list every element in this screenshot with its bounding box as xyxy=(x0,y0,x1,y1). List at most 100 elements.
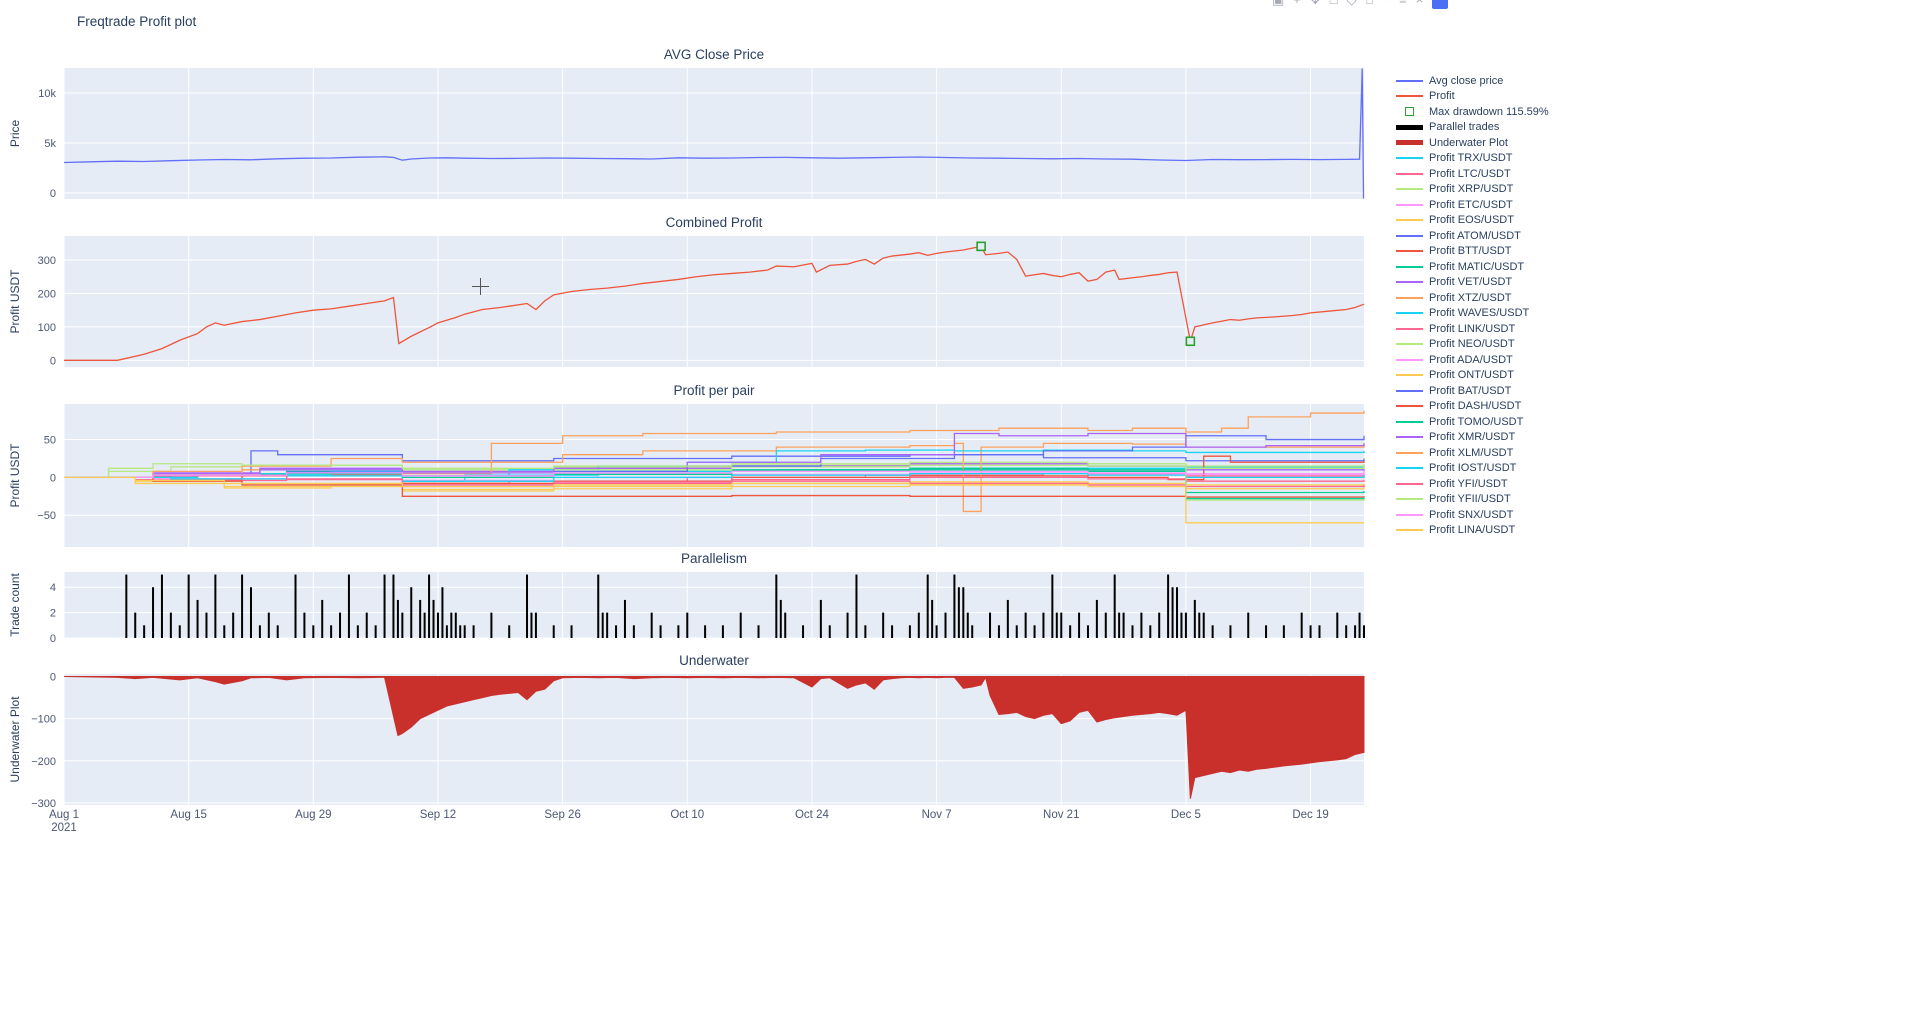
modebar-zoom-in-button[interactable]: ⌂ xyxy=(1366,0,1374,9)
legend-item[interactable]: Profit WAVES/USDT xyxy=(1396,306,1566,322)
legend-item[interactable]: Profit MATIC/USDT xyxy=(1396,259,1566,275)
legend-line-swatch-icon xyxy=(1396,436,1423,439)
legend-item[interactable]: Profit BAT/USDT xyxy=(1396,383,1566,399)
legend-item[interactable]: Profit LINK/USDT xyxy=(1396,321,1566,337)
legend-label: Max drawdown 115.59% xyxy=(1429,105,1549,118)
modebar-lasso-select-button[interactable]: ◇ xyxy=(1347,0,1357,9)
legend-label: Profit XRP/USDT xyxy=(1429,183,1514,196)
plotly-logo-icon[interactable] xyxy=(1432,0,1449,9)
legend-item[interactable]: Profit VET/USDT xyxy=(1396,275,1566,291)
legend-item[interactable]: Profit NEO/USDT xyxy=(1396,337,1566,353)
svg-text:0: 0 xyxy=(50,188,56,200)
legend-line-swatch-icon xyxy=(1396,451,1423,454)
legend-item[interactable]: Profit LTC/USDT xyxy=(1396,166,1566,182)
legend-line-swatch-icon xyxy=(1396,124,1423,130)
svg-text:Aug 1: Aug 1 xyxy=(49,809,79,821)
legend-item[interactable]: Profit ONT/USDT xyxy=(1396,368,1566,384)
legend-line-swatch-icon xyxy=(1396,343,1423,346)
svg-text:Profit USDT: Profit USDT xyxy=(8,269,22,334)
legend-label: Underwater Plot xyxy=(1429,136,1508,149)
legend-label: Profit IOST/USDT xyxy=(1429,462,1517,475)
svg-text:200: 200 xyxy=(38,288,56,300)
legend-item[interactable]: Profit SNX/USDT xyxy=(1396,507,1566,523)
svg-text:AVG Close Price: AVG Close Price xyxy=(664,47,764,62)
legend-label: Profit LTC/USDT xyxy=(1429,167,1511,180)
legend-label: Profit SNX/USDT xyxy=(1429,508,1514,521)
legend-item[interactable]: Profit XLM/USDT xyxy=(1396,445,1566,461)
svg-text:Nov 21: Nov 21 xyxy=(1043,809,1079,821)
legend-label: Profit YFII/USDT xyxy=(1429,493,1511,506)
legend-item[interactable]: Profit ETC/USDT xyxy=(1396,197,1566,213)
legend-label: Profit ETC/USDT xyxy=(1429,198,1513,211)
legend-line-swatch-icon xyxy=(1396,140,1423,146)
svg-text:Oct 24: Oct 24 xyxy=(795,809,829,821)
legend-line-swatch-icon xyxy=(1396,157,1423,160)
legend-line-swatch-icon xyxy=(1396,188,1423,191)
legend-line-swatch-icon xyxy=(1396,312,1423,315)
modebar-zoom-out-button[interactable]: − xyxy=(1383,0,1391,9)
svg-text:2021: 2021 xyxy=(51,822,77,834)
legend-item[interactable]: Profit ATOM/USDT xyxy=(1396,228,1566,244)
legend-item[interactable]: Profit IOST/USDT xyxy=(1396,461,1566,477)
legend-line-swatch-icon xyxy=(1396,327,1423,330)
svg-text:−100: −100 xyxy=(31,714,56,726)
legend-line-swatch-icon xyxy=(1396,498,1423,501)
modebar-pan-button[interactable]: ✥ xyxy=(1310,0,1321,9)
legend-item[interactable]: Profit DASH/USDT xyxy=(1396,399,1566,415)
legend-label: Avg close price xyxy=(1429,74,1504,87)
legend-line-swatch-icon xyxy=(1396,219,1423,222)
legend-item[interactable]: Profit YFI/USDT xyxy=(1396,476,1566,492)
legend-item[interactable]: Profit YFII/USDT xyxy=(1396,492,1566,508)
svg-text:2: 2 xyxy=(50,608,56,620)
legend-item[interactable]: Parallel trades xyxy=(1396,120,1566,136)
legend-item[interactable]: Profit XMR/USDT xyxy=(1396,430,1566,446)
modebar-download-png-button[interactable]: ▣ xyxy=(1272,0,1284,9)
modebar-box-select-button[interactable]: □ xyxy=(1330,0,1338,9)
svg-text:Underwater: Underwater xyxy=(679,653,749,668)
modebar-autoscale-button[interactable]: ≡ xyxy=(1399,0,1407,9)
legend-item[interactable]: Profit xyxy=(1396,89,1566,105)
legend-item[interactable]: Profit BTT/USDT xyxy=(1396,244,1566,260)
legend-label: Profit xyxy=(1429,90,1455,103)
svg-text:Trade count: Trade count xyxy=(8,573,22,637)
svg-text:5k: 5k xyxy=(44,138,56,150)
svg-text:4: 4 xyxy=(50,582,56,594)
legend-line-swatch-icon xyxy=(1396,529,1423,532)
svg-text:Price: Price xyxy=(8,120,22,148)
legend-label: Profit DASH/USDT xyxy=(1429,400,1522,413)
legend-label: Parallel trades xyxy=(1429,121,1500,134)
legend-item[interactable]: Profit TRX/USDT xyxy=(1396,151,1566,167)
legend-line-swatch-icon xyxy=(1396,374,1423,377)
svg-text:300: 300 xyxy=(38,255,56,267)
legend-line-swatch-icon xyxy=(1396,172,1423,175)
legend-item[interactable]: Avg close price xyxy=(1396,73,1566,89)
legend-item[interactable]: Profit XTZ/USDT xyxy=(1396,290,1566,306)
modebar-zoom-button[interactable]: + xyxy=(1293,0,1301,9)
svg-text:0: 0 xyxy=(50,672,56,684)
legend-marker-swatch-icon xyxy=(1396,107,1423,117)
svg-text:Aug 15: Aug 15 xyxy=(170,809,206,821)
legend-line-swatch-icon xyxy=(1396,389,1423,392)
legend-line-swatch-icon xyxy=(1396,358,1423,361)
svg-text:Profit USDT: Profit USDT xyxy=(8,443,22,508)
legend-label: Profit LINK/USDT xyxy=(1429,322,1516,335)
modebar-reset-axes-button[interactable]: × xyxy=(1416,0,1424,9)
legend-line-swatch-icon xyxy=(1396,234,1423,237)
legend-label: Profit BAT/USDT xyxy=(1429,384,1512,397)
legend-item[interactable]: Profit TOMO/USDT xyxy=(1396,414,1566,430)
svg-text:Sep 26: Sep 26 xyxy=(544,809,580,821)
legend-item[interactable]: Profit XRP/USDT xyxy=(1396,182,1566,198)
svg-text:Underwater Plot: Underwater Plot xyxy=(8,696,22,783)
legend-line-swatch-icon xyxy=(1396,79,1423,82)
legend-item[interactable]: Underwater Plot xyxy=(1396,135,1566,151)
legend-label: Profit ONT/USDT xyxy=(1429,369,1514,382)
legend-line-swatch-icon xyxy=(1396,467,1423,470)
legend-item[interactable]: Profit ADA/USDT xyxy=(1396,352,1566,368)
legend-item[interactable]: Profit LINA/USDT xyxy=(1396,523,1566,539)
legend-item[interactable]: Profit EOS/USDT xyxy=(1396,213,1566,229)
svg-text:0: 0 xyxy=(50,472,56,484)
legend-line-swatch-icon xyxy=(1396,405,1423,408)
legend-item[interactable]: Max drawdown 115.59% xyxy=(1396,104,1566,120)
